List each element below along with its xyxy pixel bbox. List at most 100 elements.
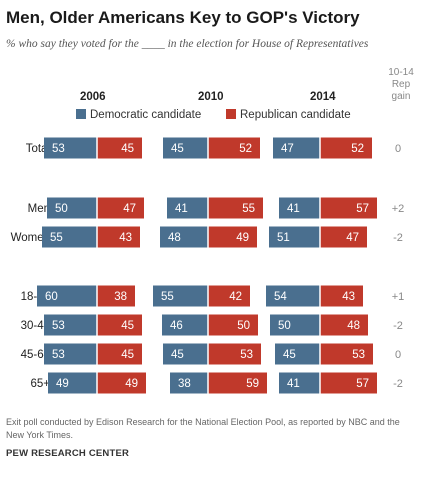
value-label-republican-45-64-2010: 53 — [240, 349, 253, 361]
value-label-republican-women-2006: 43 — [119, 232, 132, 244]
legend-swatch-republican — [226, 109, 236, 119]
chart-title: Men, Older Americans Key to GOP's Victor… — [6, 8, 360, 27]
bar-republican-30-44-2010 — [208, 314, 258, 336]
value-label-democratic-18-29-2006: 60 — [45, 291, 58, 303]
row-label-men: Men — [28, 203, 50, 215]
rep-gain-30-44: -2 — [393, 320, 403, 332]
bar-democratic-30-44-2006 — [44, 314, 97, 336]
bar-republican-65--2010 — [208, 372, 267, 394]
row-label-45-64: 45-64 — [21, 349, 51, 361]
row-label-women: Women — [11, 232, 50, 244]
row-label-30-44: 30-44 — [21, 320, 51, 332]
bar-democratic-18-29-2014 — [266, 285, 320, 307]
value-label-republican-total-2006: 45 — [121, 143, 134, 155]
bar-democratic-total-2006 — [44, 137, 97, 159]
value-label-democratic-men-2010: 41 — [175, 203, 188, 215]
value-label-republican-men-2010: 55 — [242, 203, 255, 215]
bar-republican-women-2006 — [97, 226, 140, 248]
bar-republican-18-29-2006 — [97, 285, 135, 307]
value-label-republican-65--2006: 49 — [125, 378, 138, 390]
bar-democratic-total-2014 — [273, 137, 320, 159]
bar-democratic-men-2010 — [167, 197, 208, 219]
value-label-republican-18-29-2006: 38 — [114, 291, 127, 303]
value-label-republican-30-44-2014: 48 — [347, 320, 360, 332]
year-label-2006: 2006 — [80, 91, 106, 103]
bar-democratic-women-2010 — [160, 226, 208, 248]
bar-democratic-women-2006 — [42, 226, 97, 248]
bar-democratic-45-64-2006 — [44, 343, 97, 365]
value-label-republican-total-2010: 52 — [239, 143, 252, 155]
bar-democratic-30-44-2010 — [162, 314, 208, 336]
value-label-democratic-total-2006: 53 — [52, 143, 65, 155]
value-label-democratic-men-2006: 50 — [55, 203, 68, 215]
legend-label-democratic: Democratic candidate — [90, 109, 202, 121]
value-label-democratic-30-44-2014: 50 — [278, 320, 291, 332]
bar-republican-45-64-2014 — [320, 343, 373, 365]
rep-gain-45-64: 0 — [395, 349, 401, 361]
value-label-democratic-45-64-2014: 45 — [283, 349, 296, 361]
bar-democratic-65--2010 — [170, 372, 208, 394]
bar-republican-women-2014 — [320, 226, 367, 248]
bar-republican-men-2014 — [320, 197, 377, 219]
value-label-democratic-45-64-2006: 53 — [52, 349, 65, 361]
value-label-republican-men-2006: 47 — [123, 203, 136, 215]
rep-gain-18-29: +1 — [392, 291, 405, 303]
value-label-democratic-65--2006: 49 — [56, 378, 69, 390]
bar-republican-total-2010 — [208, 137, 260, 159]
bar-democratic-18-29-2010 — [153, 285, 208, 307]
bar-republican-45-64-2010 — [208, 343, 261, 365]
rep-gain-header: 10-14 Rep gain — [384, 67, 418, 103]
value-label-republican-45-64-2006: 45 — [121, 349, 134, 361]
legend-republican: Republican candidate — [226, 109, 351, 121]
bar-democratic-65--2014 — [279, 372, 320, 394]
value-label-democratic-women-2010: 48 — [168, 232, 181, 244]
value-label-republican-men-2014: 57 — [356, 203, 369, 215]
rep-gain-header-line2: Rep — [391, 79, 411, 90]
value-label-republican-total-2014: 52 — [351, 143, 364, 155]
value-label-democratic-18-29-2014: 54 — [274, 291, 287, 303]
value-label-republican-women-2010: 49 — [236, 232, 249, 244]
bar-democratic-45-64-2014 — [275, 343, 320, 365]
legend-swatch-democratic — [76, 109, 86, 119]
bar-democratic-men-2006 — [47, 197, 97, 219]
value-label-democratic-18-29-2010: 55 — [161, 291, 174, 303]
bar-republican-18-29-2010 — [208, 285, 250, 307]
value-label-republican-18-29-2014: 43 — [342, 291, 355, 303]
rep-gain-total: 0 — [395, 143, 401, 155]
bar-democratic-65--2006 — [48, 372, 97, 394]
value-label-democratic-total-2014: 47 — [281, 143, 294, 155]
legend-label-republican: Republican candidate — [240, 109, 351, 121]
rep-gain-women: -2 — [393, 232, 403, 244]
bar-republican-45-64-2006 — [97, 343, 142, 365]
value-label-republican-65--2010: 59 — [246, 378, 259, 390]
row-label-65-: 65+ — [30, 378, 50, 390]
bar-democratic-women-2014 — [269, 226, 320, 248]
footnote: Exit poll conducted by Edison Research f… — [6, 417, 400, 440]
bar-republican-65--2014 — [320, 372, 377, 394]
value-label-republican-65--2014: 57 — [356, 378, 369, 390]
value-label-democratic-men-2014: 41 — [287, 203, 300, 215]
value-label-republican-18-29-2010: 42 — [229, 291, 242, 303]
bar-democratic-18-29-2006 — [37, 285, 97, 307]
rep-gain-men: +2 — [392, 203, 405, 215]
rep-gain-header-line1: 10-14 — [388, 67, 414, 78]
value-label-republican-30-44-2006: 45 — [121, 320, 134, 332]
value-label-democratic-women-2006: 55 — [50, 232, 63, 244]
value-label-democratic-total-2010: 45 — [171, 143, 184, 155]
bar-republican-30-44-2006 — [97, 314, 142, 336]
year-label-2014: 2014 — [310, 91, 336, 103]
bar-republican-65--2006 — [97, 372, 146, 394]
value-label-democratic-65--2010: 38 — [178, 378, 191, 390]
value-label-republican-45-64-2014: 53 — [352, 349, 365, 361]
bar-republican-30-44-2014 — [320, 314, 368, 336]
bar-republican-men-2010 — [208, 197, 263, 219]
bar-republican-total-2006 — [97, 137, 142, 159]
chart-subtitle: % who say they voted for the ____ in the… — [6, 38, 369, 50]
value-label-democratic-45-64-2010: 45 — [171, 349, 184, 361]
value-label-democratic-women-2014: 51 — [277, 232, 290, 244]
value-label-republican-women-2014: 47 — [346, 232, 359, 244]
bar-democratic-men-2014 — [279, 197, 320, 219]
row-label-total: Total — [26, 143, 50, 155]
value-label-democratic-30-44-2006: 53 — [52, 320, 65, 332]
year-label-2010: 2010 — [198, 91, 224, 103]
